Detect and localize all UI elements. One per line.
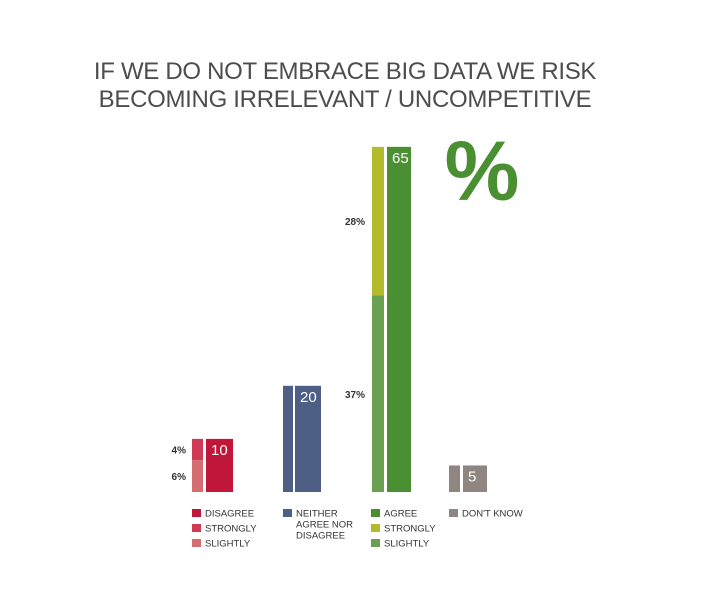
agree-legend-swatch-2: [371, 539, 380, 547]
agree-total-bar: [387, 146, 411, 492]
disagree-legend-swatch-1: [192, 524, 201, 532]
agree-legend-label-2: SLIGHTLY: [384, 539, 430, 550]
neither-total-label: 20: [300, 389, 317, 406]
disagree-segment-bar-1: [192, 438, 203, 461]
chart-title-line-2: BECOMING IRRELEVANT / UNCOMPETITIVE: [99, 86, 592, 113]
agree-legend-label-1: STRONGLY: [384, 524, 436, 535]
agree-segment-label-0: 37%: [345, 390, 365, 401]
neither-legend-swatch-0: [283, 509, 292, 517]
agree-legend-label-0: AGREE: [384, 509, 417, 520]
agree-segment-label-1: 28%: [345, 217, 365, 228]
agree-segment-bar-1: [372, 146, 384, 296]
neither-legend-line-2: DISAGREE: [296, 531, 345, 542]
agree-legend-swatch-1: [371, 524, 380, 532]
disagree-legend-label-1: STRONGLY: [205, 524, 257, 535]
disagree-legend-label-0: DISAGREE: [205, 509, 254, 520]
chart-marks: 6% 4% 10 20 37% 28% 65 5: [172, 146, 487, 492]
agree-segment-bar-0: [372, 295, 384, 492]
agree-legend-swatch-0: [371, 509, 380, 517]
disagree-segment-label-1: 4%: [172, 446, 187, 457]
neither-total-bar: [295, 385, 321, 492]
disagree-total-bar: [206, 438, 233, 492]
disagree-legend-label-2: SLIGHTLY: [205, 539, 251, 550]
dont_know-total-label: 5: [468, 468, 476, 485]
percent-unit-label: %: [445, 124, 520, 218]
agree-total-label: 65: [392, 150, 409, 167]
disagree-legend-swatch-2: [192, 539, 201, 547]
dont_know-total-bar: [463, 465, 487, 492]
neither-legend-line-1: AGREE NOR: [296, 520, 353, 531]
dont_know-legend-swatch-0: [449, 509, 458, 517]
dont_know-segment-bar-0: [449, 465, 460, 492]
chart-title-line-1: IF WE DO NOT EMBRACE BIG DATA WE RISK: [94, 58, 597, 85]
neither-legend-label-0: NEITHER AGREE NOR DISAGREE: [296, 509, 353, 542]
disagree-total-label: 10: [211, 442, 228, 459]
disagree-segment-label-0: 6%: [172, 472, 187, 483]
disagree-segment-bar-0: [192, 460, 203, 492]
neither-legend-line-0: NEITHER: [296, 509, 338, 520]
dont_know-legend-label-0: DON'T KNOW: [462, 509, 523, 520]
neither-segment-bar-0: [283, 385, 293, 492]
chart-legend: DISAGREE STRONGLY SLIGHTLY NEITHER AGREE NOR…: [192, 509, 523, 550]
disagree-legend-swatch-0: [192, 509, 201, 517]
